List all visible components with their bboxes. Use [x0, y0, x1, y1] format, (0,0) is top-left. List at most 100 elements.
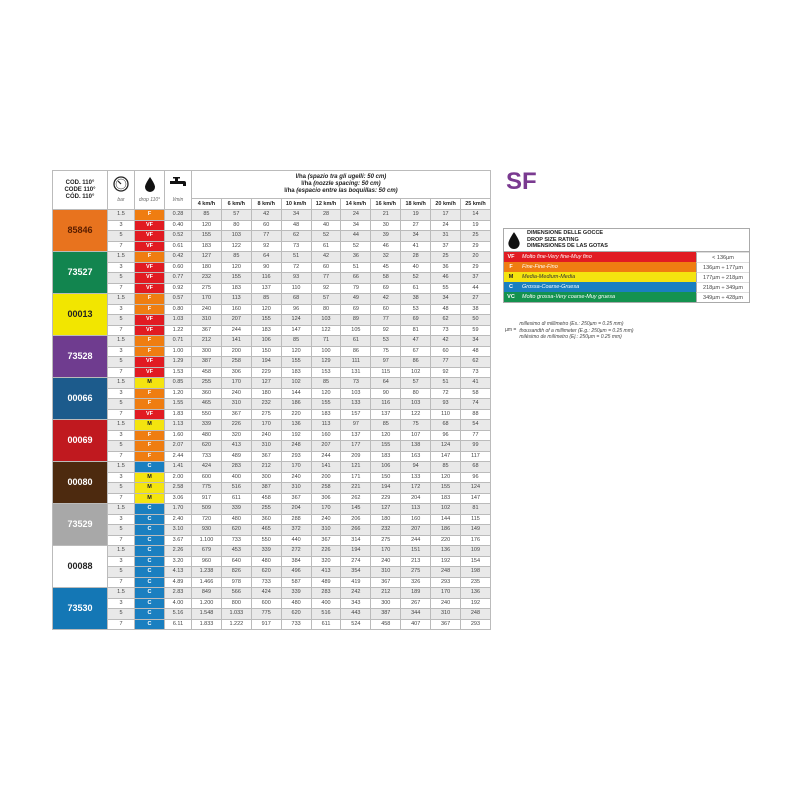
lha-value: 640	[220, 555, 252, 567]
drop-class-badge: F	[134, 440, 165, 452]
lha-value: 424	[191, 461, 222, 473]
pressure-bar: 3	[107, 387, 135, 399]
lha-value: 343	[340, 597, 372, 609]
lha-value: 255	[250, 503, 282, 515]
lha-value: 207	[220, 314, 252, 326]
lha-value: 160	[310, 429, 342, 441]
lha-value: 917	[191, 492, 222, 504]
pressure-bar: 3	[107, 471, 135, 483]
code-label-it: COD. 110°	[65, 179, 95, 186]
table-row: 3 F 1.00 300 200 150 120 100 86 75 67 60 48	[53, 345, 491, 357]
lha-value: 566	[220, 587, 252, 599]
pressure-bar: 7	[107, 576, 135, 588]
drop-class-badge: F	[134, 450, 165, 462]
lha-value: 29	[460, 240, 491, 252]
pressure-bar: 1.5	[107, 503, 135, 515]
lha-value: 400	[310, 597, 342, 609]
lha-line-it: (spazio tra gli ugelli: 50 cm)	[307, 174, 387, 181]
lha-value: 133	[400, 471, 432, 483]
lha-value: 275	[400, 566, 432, 578]
lha-value: 124	[460, 482, 491, 494]
lha-value: 600	[191, 471, 222, 483]
flow-lmin: 4.89	[164, 576, 192, 588]
lha-value: 51	[340, 261, 372, 273]
lha-value: 320	[310, 555, 342, 567]
lha-value: 97	[340, 419, 372, 431]
lha-value: 31	[430, 230, 462, 242]
lha-value: 232	[370, 524, 402, 536]
lha-value: 93	[280, 272, 312, 284]
drop-class-badge: C	[134, 576, 165, 588]
legend-range: < 136µm	[696, 252, 749, 262]
table-row: 5 C 4.13 1.238 826 620 496 413 354 310 275 248 198	[53, 566, 491, 578]
lha-value: 293	[280, 450, 312, 462]
lha-value: 204	[280, 503, 312, 515]
lha-value: 172	[400, 482, 432, 494]
lha-value: 326	[400, 576, 432, 588]
lha-value: 207	[310, 440, 342, 452]
flow-lmin: 2.40	[164, 513, 192, 525]
lha-value: 68	[280, 293, 312, 305]
lha-value: 30	[370, 219, 402, 231]
lha-value: 489	[220, 450, 252, 462]
lha-value: 77	[370, 314, 402, 326]
lha-value: 109	[460, 545, 491, 557]
lha-value: 183	[430, 492, 462, 504]
micron-symbol: µm =	[505, 327, 517, 333]
lha-value: 67	[400, 345, 432, 357]
pressure-bar: 7	[107, 282, 135, 294]
lha-value: 229	[250, 366, 282, 378]
pressure-bar: 7	[107, 450, 135, 462]
lha-value: 54	[460, 419, 491, 431]
lha-value: 155	[430, 482, 462, 494]
lha-value: 111	[340, 356, 372, 368]
lha-value: 103	[220, 230, 252, 242]
lha-value: 153	[310, 366, 342, 378]
lha-value: 204	[400, 492, 432, 504]
drop-class-badge: C	[134, 513, 165, 525]
lha-value: 110	[280, 282, 312, 294]
lha-value: 339	[250, 545, 282, 557]
lha-value: 116	[370, 398, 402, 410]
lha-value: 200	[220, 345, 252, 357]
pressure-bar: 5	[107, 272, 135, 284]
lha-value: 62	[280, 230, 312, 242]
lha-value: 620	[250, 566, 282, 578]
flow-lmin: 2.83	[164, 587, 192, 599]
lha-value: 40	[310, 219, 342, 231]
lha-value: 28	[310, 209, 342, 221]
lha-value: 367	[220, 408, 252, 420]
lha-value: 74	[460, 398, 491, 410]
pressure-bar: 5	[107, 440, 135, 452]
lha-value: 367	[430, 618, 462, 630]
flow-lmin: 2.07	[164, 440, 192, 452]
pressure-bar: 7	[107, 366, 135, 378]
lha-value: 419	[340, 576, 372, 588]
lha-value: 120	[250, 303, 282, 315]
lha-value: 310	[220, 398, 252, 410]
lha-value: 160	[220, 303, 252, 315]
lha-value: 344	[400, 608, 432, 620]
drop-class-badge: F	[134, 251, 165, 263]
flow-lmin: 0.42	[164, 251, 192, 263]
lha-value: 49	[340, 293, 372, 305]
lha-value: 183	[250, 324, 282, 336]
pressure-bar: 5	[107, 608, 135, 620]
lha-value: 150	[370, 471, 402, 483]
lha-value: 68	[430, 419, 462, 431]
lha-value: 145	[340, 503, 372, 515]
drop-class-badge: VF	[134, 272, 165, 284]
lha-value: 192	[460, 597, 491, 609]
product-title: SF	[506, 168, 537, 195]
pressure-bar: 1.5	[107, 377, 135, 389]
flow-lmin: 1.55	[164, 398, 192, 410]
drop-class-badge: C	[134, 545, 165, 557]
lha-value: 288	[280, 513, 312, 525]
drop-icon	[508, 232, 520, 249]
legend-label: Molto fine-Very fine-Muy fino	[522, 254, 592, 260]
lha-value: 240	[370, 555, 402, 567]
pressure-bar: 3	[107, 513, 135, 525]
lha-value: 550	[250, 534, 282, 546]
lha-value: 122	[220, 240, 252, 252]
flow-lmin: 1.00	[164, 345, 192, 357]
